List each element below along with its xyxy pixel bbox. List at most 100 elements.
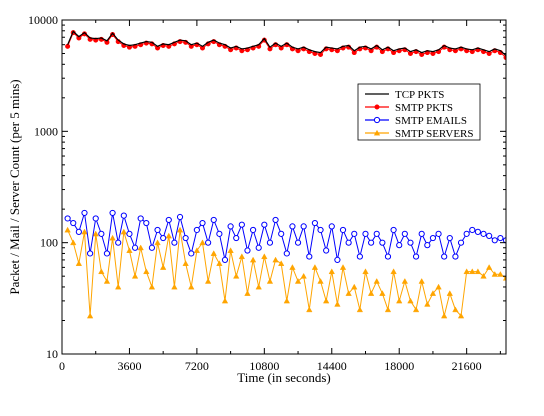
data-point-smtp-servers [120,228,127,235]
data-point-smtp-emails [171,239,178,246]
data-point-smtp-emails [435,230,442,237]
data-point-smtp-emails [294,239,302,246]
data-point-smtp-emails [210,216,217,224]
data-point-smtp-servers [401,278,408,284]
data-point-smtp-servers [221,297,229,304]
data-point-smtp-emails [384,253,392,260]
data-point-smtp-emails [300,223,307,230]
data-point-smtp-emails [255,244,262,251]
data-point-smtp-emails [283,250,290,257]
data-point-smtp-servers [160,264,167,270]
data-point-smtp-servers [502,274,506,281]
x-tick-label: 14400 [317,359,347,373]
legend-marker-smtp-servers [373,129,381,136]
data-point-smtp-emails [64,215,71,222]
data-point-smtp-servers [171,283,178,290]
data-point-smtp-emails [120,212,127,219]
data-point-smtp-emails [205,239,212,246]
data-point-smtp-servers [367,290,375,296]
data-point-smtp-servers [103,278,111,284]
data-point-smtp-servers [351,283,358,290]
data-point-smtp-servers [289,264,296,270]
data-point-smtp-emails [486,232,493,240]
data-point-smtp-servers [182,260,189,266]
data-point-smtp-emails [109,209,116,217]
data-point-smtp-servers [75,260,83,266]
data-point-smtp-emails [131,244,139,251]
data-point-smtp-servers [109,234,116,241]
data-point-smtp-servers [266,278,274,284]
data-point-smtp-servers [272,256,279,263]
data-point-smtp-servers [412,306,420,313]
data-point-smtp-emails [497,234,504,242]
data-point-smtp-emails [221,256,229,264]
data-point-smtp-emails [188,250,195,257]
data-point-smtp-emails [165,216,172,224]
y-tick-label: 10 [46,347,58,361]
data-point-smtp-servers [227,247,234,253]
data-point-smtp-servers [469,268,476,275]
data-point-smtp-emails [289,223,296,230]
data-point-smtp-servers [323,297,330,304]
data-point-smtp-servers [485,264,493,270]
data-point-smtp-servers [379,290,386,296]
data-point-smtp-servers [278,260,285,266]
x-tick-label: 0 [59,359,65,373]
legend-marker-smtp-emails [373,116,381,124]
data-point-smtp-emails [227,223,234,230]
data-point-smtp-emails [379,239,386,246]
data-point-smtp-servers [188,283,195,290]
data-point-smtp-servers [435,283,442,290]
data-point-smtp-emails [160,234,167,242]
data-point-smtp-emails [491,237,498,244]
data-point-smtp-servers [452,306,459,313]
data-point-smtp-servers [345,290,352,296]
y-tick-label: 100 [40,236,58,250]
legend-box [357,83,481,141]
data-point-smtp-servers [70,239,77,246]
data-point-smtp-servers [154,239,161,246]
data-point-smtp-emails [323,247,330,254]
data-point-smtp-servers [446,290,453,296]
data-point-smtp-emails [216,230,223,237]
series-tcp-pkts [67,30,506,56]
data-point-smtp-servers [424,301,431,307]
data-point-smtp-emails [424,242,431,249]
data-point-smtp-servers [86,312,94,319]
data-point-smtp-servers [238,253,245,260]
data-point-smtp-servers [233,272,240,279]
data-point-smtp-servers [390,268,397,275]
data-point-smtp-servers [384,306,392,313]
data-point-smtp-emails [137,215,144,222]
data-point-smtp-pkts [76,35,82,41]
data-point-smtp-emails [480,230,487,237]
data-point-smtp-emails [328,223,335,230]
data-point-smtp-servers [311,264,319,270]
data-point-smtp-servers [283,297,290,304]
data-point-smtp-servers [98,268,105,275]
data-point-smtp-emails [441,253,448,260]
data-point-smtp-emails [401,230,408,237]
data-point-smtp-emails [429,234,437,242]
data-point-smtp-emails [278,230,285,237]
data-point-smtp-servers [362,268,369,275]
data-point-smtp-servers [441,312,448,319]
data-point-smtp-emails [154,226,161,234]
data-point-smtp-servers [334,301,341,307]
data-point-smtp-emails [70,219,77,227]
data-point-smtp-emails [126,230,133,237]
data-point-smtp-emails [115,239,122,246]
data-point-smtp-servers [407,297,414,304]
data-point-smtp-servers [199,239,206,246]
data-point-smtp-emails [193,226,200,234]
data-point-smtp-emails [261,221,268,228]
data-point-smtp-emails [351,230,358,237]
data-point-smtp-emails [182,234,189,242]
data-point-smtp-servers [176,226,184,233]
data-point-smtp-servers [396,297,403,304]
data-point-smtp-emails [244,247,251,254]
y-tick-label: 1000 [34,124,58,138]
data-point-smtp-emails [390,226,397,234]
data-point-smtp-servers [317,278,324,284]
